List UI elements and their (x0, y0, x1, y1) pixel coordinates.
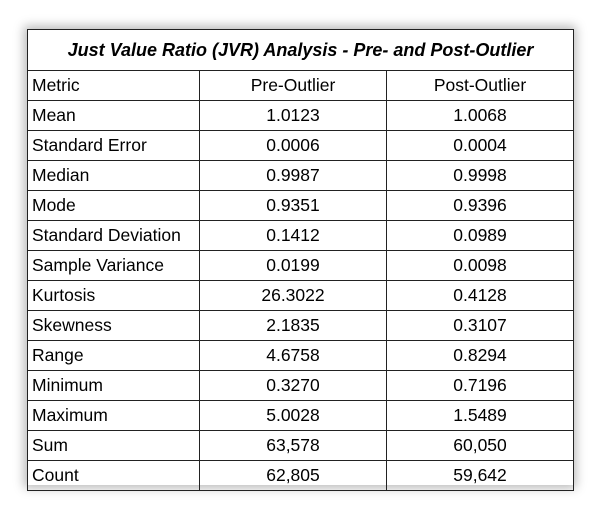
post-outlier-value: 1.5489 (385, 400, 575, 431)
table-row: Mean 1.0123 1.0068 (27, 100, 575, 131)
pre-outlier-value: 26.3022 (199, 280, 387, 311)
title-row: Just Value Ratio (JVR) Analysis - Pre- a… (26, 29, 575, 71)
table-row: Standard Error 0.0006 0.0004 (27, 130, 575, 161)
metric-label: Minimum (27, 370, 200, 401)
table-row: Maximum 5.0028 1.5489 (27, 400, 575, 431)
table-row: Kurtosis 26.3022 0.4128 (27, 280, 575, 311)
table-row: Count 62,805 59,642 (27, 460, 575, 491)
pre-outlier-value: 1.0123 (199, 100, 387, 131)
pre-outlier-value: 0.3270 (199, 370, 387, 401)
header-post-outlier: Post-Outlier (385, 70, 575, 101)
jvr-analysis-table-card: Just Value Ratio (JVR) Analysis - Pre- a… (26, 29, 575, 491)
metric-label: Count (27, 460, 200, 491)
post-outlier-value: 0.0004 (385, 130, 575, 161)
header-metric: Metric (27, 70, 200, 101)
pre-outlier-value: 0.0006 (199, 130, 387, 161)
table-row: Range 4.6758 0.8294 (27, 340, 575, 371)
metric-label: Sum (27, 430, 200, 461)
post-outlier-value: 0.8294 (385, 340, 575, 371)
table-row: Minimum 0.3270 0.7196 (27, 370, 575, 401)
header-row: Metric Pre-Outlier Post-Outlier (27, 70, 575, 101)
pre-outlier-value: 4.6758 (199, 340, 387, 371)
post-outlier-value: 0.0989 (385, 220, 575, 251)
post-outlier-value: 60,050 (385, 430, 575, 461)
pre-outlier-value: 5.0028 (199, 400, 387, 431)
table-row: Median 0.9987 0.9998 (27, 160, 575, 191)
metric-label: Median (27, 160, 200, 191)
metric-label: Mode (27, 190, 200, 221)
pre-outlier-value: 62,805 (199, 460, 387, 491)
table-row: Standard Deviation 0.1412 0.0989 (27, 220, 575, 251)
table-row: Sum 63,578 60,050 (27, 430, 575, 461)
table-row: Sample Variance 0.0199 0.0098 (27, 250, 575, 281)
post-outlier-value: 0.4128 (385, 280, 575, 311)
metric-label: Maximum (27, 400, 200, 431)
table-row: Mode 0.9351 0.9396 (27, 190, 575, 221)
metric-label: Skewness (27, 310, 200, 341)
post-outlier-value: 1.0068 (385, 100, 575, 131)
post-outlier-value: 0.0098 (385, 250, 575, 281)
pre-outlier-value: 0.9987 (199, 160, 387, 191)
metric-label: Mean (27, 100, 200, 131)
metric-label: Standard Deviation (27, 220, 200, 251)
metric-label: Kurtosis (27, 280, 200, 311)
post-outlier-value: 0.9396 (385, 190, 575, 221)
metric-label: Standard Error (27, 130, 200, 161)
post-outlier-value: 0.9998 (385, 160, 575, 191)
metric-label: Range (27, 340, 200, 371)
post-outlier-value: 59,642 (385, 460, 575, 491)
table-row: Skewness 2.1835 0.3107 (27, 310, 575, 341)
pre-outlier-value: 63,578 (199, 430, 387, 461)
post-outlier-value: 0.3107 (385, 310, 575, 341)
pre-outlier-value: 0.0199 (199, 250, 387, 281)
header-pre-outlier: Pre-Outlier (199, 70, 387, 101)
pre-outlier-value: 2.1835 (199, 310, 387, 341)
post-outlier-value: 0.7196 (385, 370, 575, 401)
table-title: Just Value Ratio (JVR) Analysis - Pre- a… (26, 29, 575, 71)
table-body: Metric Pre-Outlier Post-Outlier Mean 1.0… (27, 70, 575, 491)
jvr-analysis-table: Just Value Ratio (JVR) Analysis - Pre- a… (26, 29, 575, 491)
pre-outlier-value: 0.9351 (199, 190, 387, 221)
pre-outlier-value: 0.1412 (199, 220, 387, 251)
metric-label: Sample Variance (27, 250, 200, 281)
